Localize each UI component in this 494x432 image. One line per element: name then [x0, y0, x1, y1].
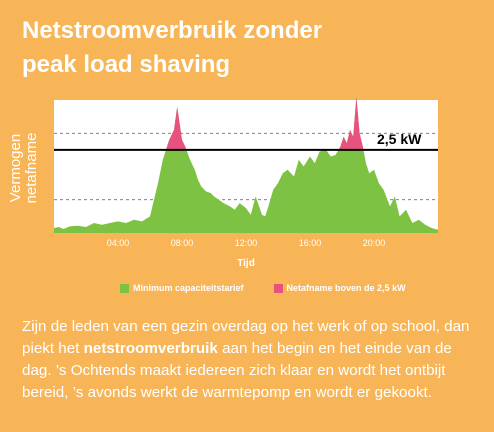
description-paragraph: Zijn de leden van een gezin overdag op h…: [22, 316, 482, 404]
legend-item-green: Minimum capaciteitstarief: [120, 283, 244, 293]
legend-label-green: Minimum capaciteitstarief: [133, 283, 244, 293]
x-tick-label: 08:00: [171, 238, 194, 248]
title-line-1: Netstroomverbruik zonder: [22, 17, 323, 44]
paragraph-text-1: Zijn de leden van een gezin overdag op h…: [22, 318, 470, 357]
x-tick-label: 04:00: [107, 238, 130, 248]
legend: Minimum capaciteitstarief Netafname bove…: [120, 283, 406, 293]
legend-label-pink: Netafname boven de 2,5 kW: [286, 283, 406, 293]
area-chart: 2,5 kW 04:00 08:00 12:00 16:00 20:00 Tijd: [54, 96, 438, 269]
paragraph-bold-term: netstroomverbruik: [83, 340, 218, 357]
title-line-2: peak load shaving: [22, 51, 231, 78]
area-series-green: [54, 96, 438, 233]
x-tick-label: 12:00: [235, 238, 258, 248]
chart-title: Netstroomverbruik zonder peak load shavi…: [22, 14, 482, 82]
legend-item-pink: Netafname boven de 2,5 kW: [273, 283, 406, 293]
x-axis-label: Tijd: [237, 258, 255, 269]
paragraph-text-2: aan het begin en het einde van de dag. ’…: [22, 340, 452, 401]
legend-swatch-pink: [273, 283, 283, 293]
legend-swatch-green: [120, 283, 129, 293]
x-tick-label: 16:00: [299, 238, 322, 248]
x-tick-label: 20:00: [363, 238, 386, 248]
threshold-label: 2,5 kW: [377, 131, 422, 147]
area-series-pink: [166, 96, 364, 150]
